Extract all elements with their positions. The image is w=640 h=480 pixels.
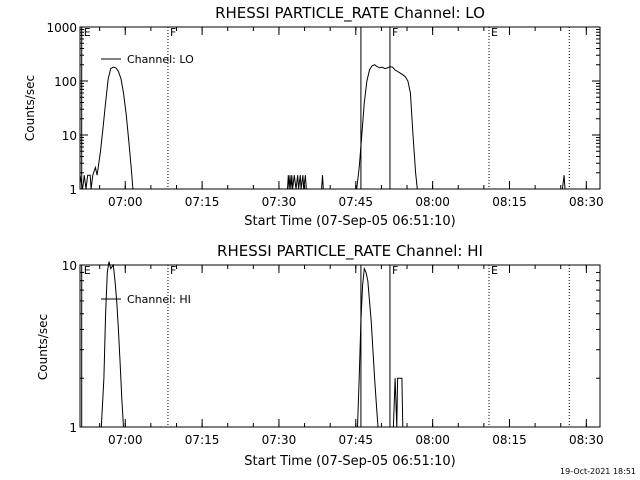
x-tick-label: 07:15 <box>185 433 220 447</box>
plot-frame-hi <box>79 264 601 428</box>
footer-timestamp: 19-Oct-2021 18:51 <box>560 467 636 476</box>
event-marker-label: E <box>84 26 91 39</box>
x-ticks-hi: 07:00 07:15 07:30 07:45 08:00 08:15 08:30 <box>99 265 604 447</box>
x-tick-label: 07:30 <box>262 195 297 209</box>
y-ticks-lo: 1 10 100 1000 <box>46 21 600 197</box>
legend-lo: Channel: LO <box>101 53 194 66</box>
event-marker-label: F <box>392 26 398 39</box>
plot-frame-lo <box>79 26 601 190</box>
x-axis-label-lo: Start Time (07-Sep-05 06:51:10) <box>244 214 455 229</box>
x-tick-label: 07:00 <box>108 195 143 209</box>
x-tick-label: 07:45 <box>338 195 373 209</box>
x-tick-label: 08:15 <box>492 195 527 209</box>
chart-title-lo: RHESSI PARTICLE_RATE Channel: LO <box>215 4 485 23</box>
x-tick-label: 08:00 <box>415 433 450 447</box>
series-line-hi <box>100 261 404 428</box>
x-tick-label: 08:15 <box>492 433 527 447</box>
y-tick-label: 1000 <box>46 21 77 35</box>
y-tick-label: 1 <box>69 421 77 435</box>
x-axis-label-hi: Start Time (07-Sep-05 06:51:10) <box>244 454 455 469</box>
x-tick-label: 08:30 <box>569 433 604 447</box>
x-tick-label: 08:30 <box>569 195 604 209</box>
x-tick-label: 07:30 <box>262 433 297 447</box>
x-tick-label: 07:00 <box>108 433 143 447</box>
legend-hi: Channel: HI <box>101 293 191 306</box>
y-tick-label: 10 <box>62 129 77 143</box>
event-marker-label: E <box>491 264 498 277</box>
y-tick-label: 10 <box>62 259 77 273</box>
event-marker-label: F <box>392 264 398 277</box>
x-ticks-lo: 07:00 07:15 07:30 07:45 08:00 08:15 08:30 <box>99 27 604 209</box>
y-axis-label-lo: Counts/sec <box>23 75 37 141</box>
y-ticks-hi: 1 10 <box>62 259 600 435</box>
event-marker-label: F <box>170 26 176 39</box>
legend-label-hi: Channel: HI <box>127 293 191 306</box>
series-line-lo <box>79 64 566 190</box>
panel-hi: RHESSI PARTICLE_RATE Channel: HI Counts/… <box>36 242 604 469</box>
x-tick-label: 07:45 <box>338 433 373 447</box>
event-marker-label: E <box>84 264 91 277</box>
chart-title-hi: RHESSI PARTICLE_RATE Channel: HI <box>217 242 483 261</box>
x-tick-label: 07:15 <box>185 195 220 209</box>
y-axis-label-hi: Counts/sec <box>36 314 50 380</box>
legend-label-lo: Channel: LO <box>127 53 194 66</box>
y-tick-label: 1 <box>69 183 77 197</box>
y-tick-label: 100 <box>54 75 77 89</box>
event-marker-label: E <box>491 26 498 39</box>
x-tick-label: 08:00 <box>415 195 450 209</box>
event-marker-label: F <box>170 264 176 277</box>
panel-lo: RHESSI PARTICLE_RATE Channel: LO Counts/… <box>23 4 604 229</box>
